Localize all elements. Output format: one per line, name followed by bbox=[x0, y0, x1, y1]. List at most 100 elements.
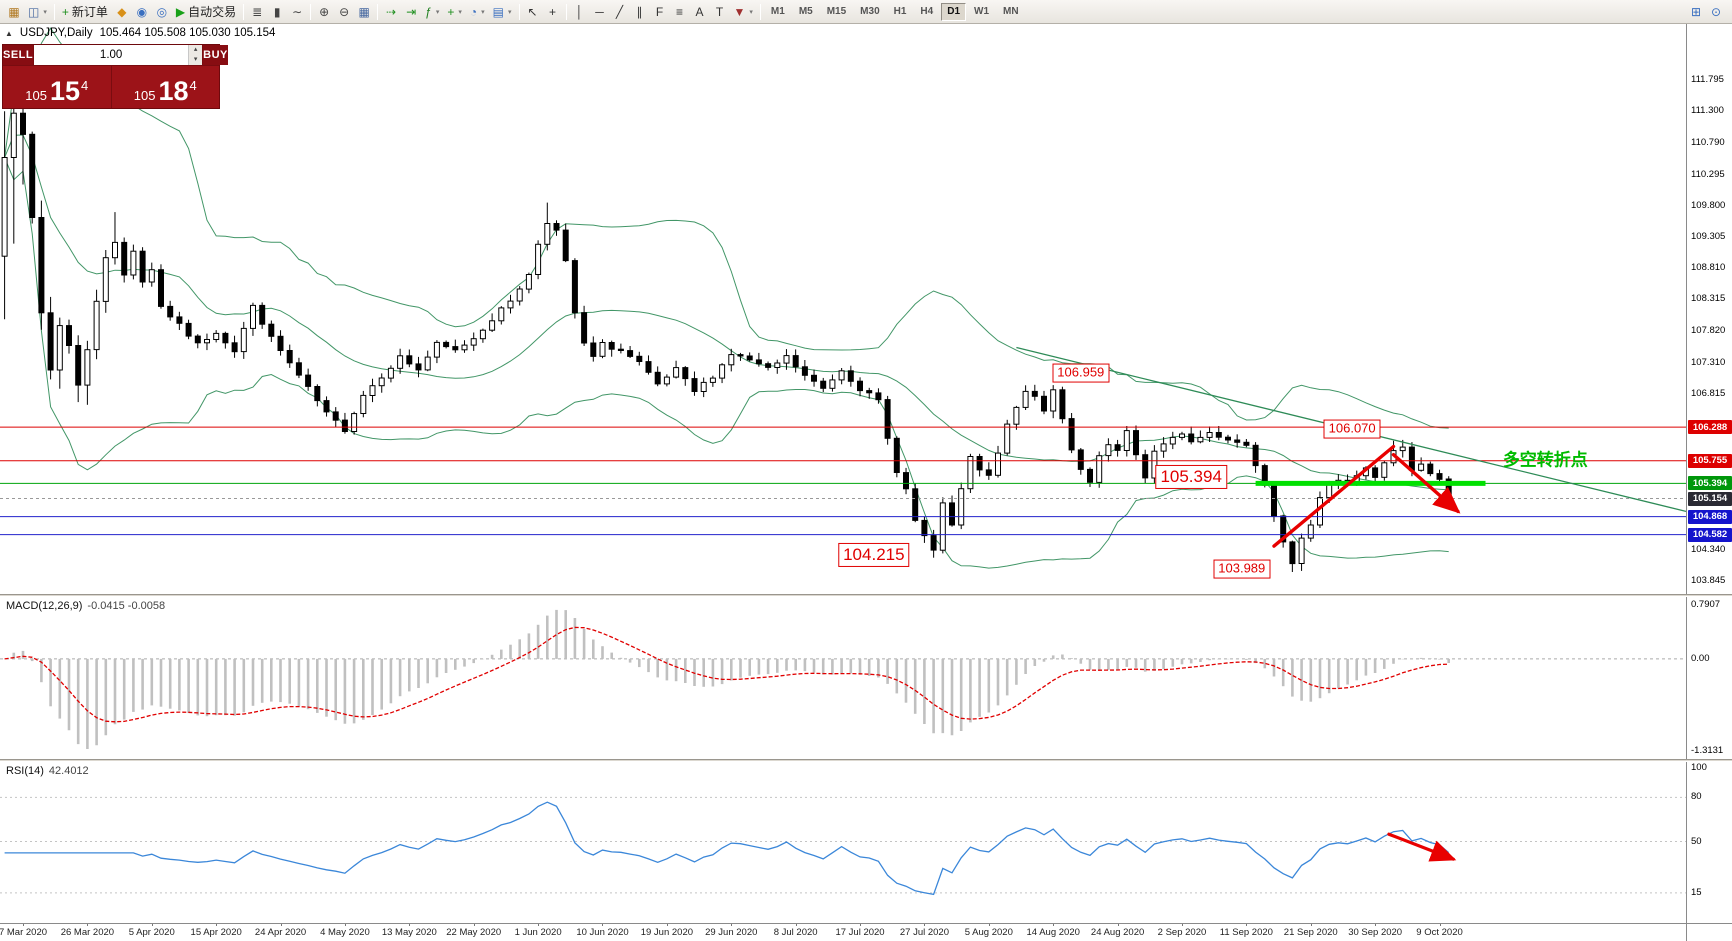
date-tick bbox=[538, 923, 540, 926]
date-tick bbox=[216, 923, 218, 926]
price-callout[interactable]: 106.070 bbox=[1323, 420, 1381, 439]
candlestick-chart-icon[interactable]: ▮ bbox=[267, 2, 287, 22]
indicators-icon[interactable]: ƒ ▾ bbox=[421, 2, 443, 22]
timeframe-m5-button[interactable]: M5 bbox=[798, 6, 813, 17]
fibonacci-icon-glyph: F bbox=[655, 4, 664, 19]
candlestick-chart-icon-glyph: ▮ bbox=[273, 4, 281, 19]
autotrading-button[interactable]: ▶ 自动交易 bbox=[172, 2, 240, 22]
vertical-line-icon-glyph: │ bbox=[575, 4, 584, 19]
objects-list-icon[interactable]: ≡ bbox=[670, 2, 690, 22]
crosshair-icon[interactable]: + bbox=[543, 2, 563, 22]
price-axis[interactable]: 111.795 111.300 110.790 110.295 109.800 109.3… bbox=[1686, 24, 1732, 941]
auto-scroll-icon[interactable]: ⇢ bbox=[381, 2, 401, 22]
one-click-collapse-icon[interactable]: ▲ bbox=[5, 28, 13, 38]
timeframe-m1-button[interactable]: M1 bbox=[770, 6, 785, 17]
bar-chart-icon[interactable]: ≣ bbox=[247, 2, 267, 22]
volume-input[interactable] bbox=[34, 45, 189, 65]
price-chart-panel[interactable]: ▲ USDJPY,Daily 105.464 105.508 105.030 1… bbox=[0, 24, 1686, 594]
chart-profiles-icon-glyph: ◫ bbox=[28, 4, 40, 19]
date-label: 8 Jul 2020 bbox=[773, 927, 818, 938]
buy-price[interactable]: 105 18 4 bbox=[112, 66, 220, 108]
timeframe-h1-button[interactable]: H1 bbox=[893, 6, 907, 17]
date-tick bbox=[1375, 923, 1377, 926]
dropdown-arrow-icon: ▾ bbox=[481, 8, 485, 16]
date-label: 17 Jul 2020 bbox=[835, 927, 885, 938]
chart-profiles-icon[interactable]: ◫ ▾ bbox=[24, 2, 51, 22]
date-tick bbox=[1310, 923, 1312, 926]
date-label: 4 May 2020 bbox=[320, 927, 370, 938]
date-tick bbox=[22, 923, 24, 926]
add-indicator-icon[interactable]: + ▾ bbox=[443, 2, 466, 22]
mql5-community-icon[interactable]: ◆ bbox=[112, 2, 132, 22]
dropdown-arrow-icon: ▾ bbox=[507, 8, 512, 16]
price-axis-label: 108.810 bbox=[1691, 262, 1726, 274]
timeframe-mn-button[interactable]: MN bbox=[1003, 6, 1019, 17]
date-tick bbox=[409, 923, 411, 926]
text-label-icon[interactable]: T bbox=[710, 2, 730, 22]
price-callout[interactable]: 106.959 bbox=[1052, 363, 1110, 383]
rsi-panel[interactable]: RSI(14) 42.4012 bbox=[0, 762, 1686, 923]
zoom-out-icon[interactable]: ⊖ bbox=[334, 2, 354, 22]
equidistant-channel-icon[interactable]: ∥ bbox=[630, 2, 650, 22]
price-axis-label: 107.310 bbox=[1691, 356, 1726, 368]
print-preview-icon[interactable]: ⊙ bbox=[1706, 2, 1726, 22]
price-callout[interactable]: 103.989 bbox=[1213, 559, 1271, 579]
text-icon[interactable]: A bbox=[690, 2, 710, 22]
timeframe-h4-button[interactable]: H4 bbox=[920, 6, 934, 17]
periods-icon[interactable]: ◔ ▾ bbox=[466, 2, 489, 22]
date-label: 29 Jun 2020 bbox=[705, 927, 758, 938]
dropdown-arrow-icon: ▾ bbox=[43, 8, 47, 16]
tile-windows-icon-glyph: ▦ bbox=[358, 4, 370, 19]
macd-panel[interactable]: MACD(12,26,9) -0.0415 -0.0058 bbox=[0, 597, 1686, 759]
horizontal-line-icon[interactable]: ─ bbox=[590, 2, 610, 22]
buy-price-big: 18 bbox=[158, 76, 189, 107]
zoom-in-icon[interactable]: ⊕ bbox=[314, 2, 334, 22]
equidistant-channel-icon-glyph: ∥ bbox=[636, 4, 643, 19]
sell-button[interactable]: SELL bbox=[3, 45, 34, 65]
date-tick bbox=[280, 923, 282, 926]
rsi-chart bbox=[0, 796, 1686, 896]
arrows-icon[interactable]: ▼ ▾ bbox=[730, 2, 757, 22]
turning-point-annotation[interactable]: 多空转折点 bbox=[1502, 450, 1588, 470]
templates-icon[interactable]: ▤ ▾ bbox=[489, 2, 516, 22]
date-label: 1 Jun 2020 bbox=[514, 927, 562, 938]
autotrading-button-label: 自动交易 bbox=[188, 5, 237, 19]
timeframe-m30-button[interactable]: M30 bbox=[860, 6, 880, 17]
candlestick-chart[interactable] bbox=[0, 24, 1686, 594]
dropdown-arrow-icon: ▾ bbox=[749, 8, 753, 16]
price-axis-label: 109.800 bbox=[1691, 199, 1726, 211]
timeframe-m15-button[interactable]: M15 bbox=[826, 6, 847, 17]
vertical-line-icon[interactable]: │ bbox=[570, 2, 590, 22]
buy-price-handle: 105 bbox=[133, 88, 156, 104]
main-toolbar: ▦ ◫ ▾ + 新订单 ◆ ◉ ◎ ▶ 自动交易 ≣ ▮ ∼ ⊕ ⊖ ▦ ⇢ ⇥ ƒ ▾ + ▾ ◔ ▾ ▤ ▾ ↖ + │ ─ ╱ ∥ F ≡ A… bbox=[0, 0, 1732, 24]
buy-button[interactable]: BUY bbox=[203, 45, 228, 65]
templates-icon-glyph: ▤ bbox=[492, 4, 504, 19]
trendline-icon[interactable]: ╱ bbox=[610, 2, 630, 22]
new-chart-icon[interactable]: ▦ bbox=[4, 2, 24, 22]
timeframe-d1-button[interactable]: D1 bbox=[941, 2, 967, 21]
sell-price[interactable]: 105 15 4 bbox=[3, 66, 111, 108]
panel-divider[interactable] bbox=[0, 594, 1732, 597]
price-tag: 105.755 bbox=[1688, 453, 1732, 468]
panel-divider[interactable] bbox=[0, 759, 1732, 762]
line-chart-icon[interactable]: ∼ bbox=[287, 2, 307, 22]
print-icon[interactable]: ⊞ bbox=[1686, 2, 1706, 22]
fibonacci-icon[interactable]: F bbox=[650, 2, 670, 22]
price-callout[interactable]: 105.394 bbox=[1155, 464, 1227, 489]
market-watch-icon[interactable]: ◉ bbox=[132, 2, 152, 22]
volume-down-button[interactable]: ▾ bbox=[189, 55, 203, 65]
date-tick bbox=[473, 923, 475, 926]
data-window-icon[interactable]: ◎ bbox=[152, 2, 172, 22]
rsi-axis-label: 50 bbox=[1691, 835, 1702, 847]
chart-shift-icon[interactable]: ⇥ bbox=[401, 2, 421, 22]
cursor-icon[interactable]: ↖ bbox=[523, 2, 543, 22]
new-order-button[interactable]: + 新订单 bbox=[58, 2, 112, 22]
time-axis[interactable]: 7 Mar 2020 26 Mar 2020 5 Apr 2020 15 Apr 20… bbox=[0, 923, 1686, 941]
volume-up-button[interactable]: ▴ bbox=[189, 45, 203, 55]
tile-windows-icon[interactable]: ▦ bbox=[354, 2, 374, 22]
timeframe-w1-button[interactable]: W1 bbox=[974, 6, 990, 17]
date-label: 5 Apr 2020 bbox=[128, 927, 175, 938]
price-callout[interactable]: 104.215 bbox=[838, 542, 910, 567]
date-tick bbox=[731, 923, 733, 926]
